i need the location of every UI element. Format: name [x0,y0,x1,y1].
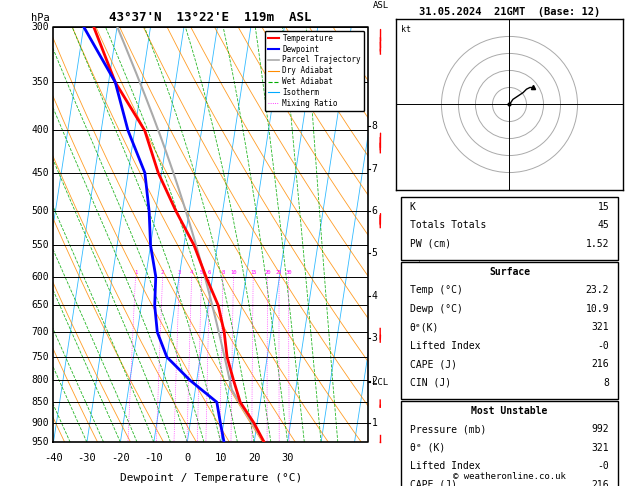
Text: 750: 750 [31,352,49,362]
Text: 25: 25 [276,270,282,276]
Text: 10.9: 10.9 [586,304,609,314]
Text: -20: -20 [111,452,130,463]
Text: 4: 4 [372,291,377,301]
Text: θᵉ(K): θᵉ(K) [410,322,439,332]
Text: 8: 8 [603,378,609,388]
Text: 800: 800 [31,375,49,385]
Text: Surface: Surface [489,267,530,277]
Text: -0: -0 [598,461,609,471]
Text: Pressure (mb): Pressure (mb) [410,424,486,434]
Text: 500: 500 [31,206,49,216]
Text: 5: 5 [372,248,377,259]
Bar [401,262,618,399]
Text: 3: 3 [178,270,181,276]
Text: 6: 6 [208,270,211,276]
Text: 31.05.2024  21GMT  (Base: 12): 31.05.2024 21GMT (Base: 12) [419,7,600,17]
Text: 0: 0 [184,452,191,463]
Text: 450: 450 [31,168,49,178]
Text: 20: 20 [248,452,260,463]
Text: 700: 700 [31,327,49,337]
Text: 900: 900 [31,418,49,428]
Text: Most Unstable: Most Unstable [471,406,548,416]
Text: 950: 950 [31,437,49,447]
Text: PW (cm): PW (cm) [410,239,451,249]
Text: Lifted Index: Lifted Index [410,461,481,471]
Text: 6: 6 [372,206,377,216]
Text: K: K [410,202,416,212]
Text: 8: 8 [221,270,225,276]
Text: 30: 30 [286,270,292,276]
Text: -30: -30 [77,452,96,463]
Text: 216: 216 [591,480,609,486]
Text: 10: 10 [214,452,227,463]
Text: Dewp (°C): Dewp (°C) [410,304,463,314]
Bar [401,401,618,486]
Text: 43°37'N  13°22'E  119m  ASL: 43°37'N 13°22'E 119m ASL [109,11,312,24]
Text: Dewpoint / Temperature (°C): Dewpoint / Temperature (°C) [120,473,302,484]
Text: Temp (°C): Temp (°C) [410,285,463,295]
Text: 1.52: 1.52 [586,239,609,249]
Text: θᵉ (K): θᵉ (K) [410,443,445,453]
Text: 30: 30 [281,452,294,463]
Text: 5: 5 [200,270,203,276]
Text: 23.2: 23.2 [586,285,609,295]
Text: © weatheronline.co.uk: © weatheronline.co.uk [453,472,566,481]
Text: 1: 1 [134,270,137,276]
Text: CAPE (J): CAPE (J) [410,480,457,486]
Text: hPa: hPa [31,13,50,22]
Bar [401,197,618,260]
Text: 600: 600 [31,272,49,281]
Text: 350: 350 [31,77,49,87]
Text: 7: 7 [372,164,377,174]
Text: Lifted Index: Lifted Index [410,341,481,351]
Text: -0: -0 [598,341,609,351]
Text: 2: 2 [372,376,377,386]
Text: 8: 8 [372,121,377,131]
Text: 10: 10 [230,270,237,276]
Text: 400: 400 [31,125,49,136]
Text: CIN (J): CIN (J) [410,378,451,388]
Text: km
ASL: km ASL [372,0,389,10]
Text: 992: 992 [591,424,609,434]
Text: 45: 45 [598,220,609,230]
Text: 15: 15 [250,270,257,276]
Text: 3: 3 [372,333,377,343]
Text: LCL: LCL [372,378,388,387]
Text: Totals Totals: Totals Totals [410,220,486,230]
Legend: Temperature, Dewpoint, Parcel Trajectory, Dry Adiabat, Wet Adiabat, Isotherm, Mi: Temperature, Dewpoint, Parcel Trajectory… [265,31,364,111]
Text: 650: 650 [31,300,49,311]
Text: kt: kt [401,24,411,34]
Text: 216: 216 [591,359,609,369]
Text: Mixing Ratio (g/kg): Mixing Ratio (g/kg) [414,220,423,315]
Text: 4: 4 [190,270,193,276]
Text: 20: 20 [264,270,271,276]
Text: -40: -40 [44,452,63,463]
Text: -10: -10 [145,452,163,463]
Text: 321: 321 [591,322,609,332]
Text: 15: 15 [598,202,609,212]
Text: 2: 2 [161,270,164,276]
Text: CAPE (J): CAPE (J) [410,359,457,369]
Text: 300: 300 [31,22,49,32]
Text: 1: 1 [372,418,377,428]
Text: 550: 550 [31,240,49,250]
Text: 321: 321 [591,443,609,453]
Text: 850: 850 [31,397,49,407]
